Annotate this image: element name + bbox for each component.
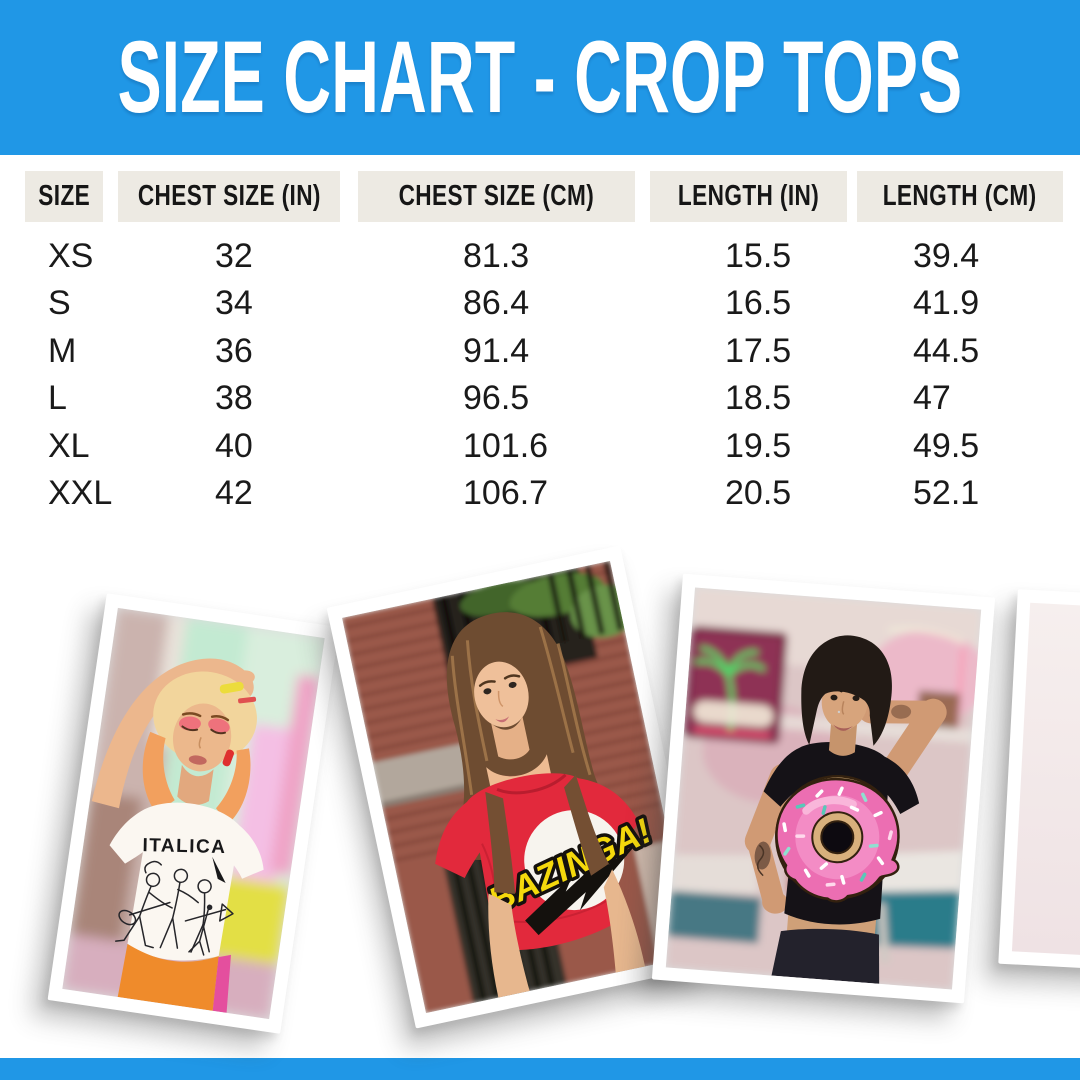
column-header-chest-cm: CHEST SIZE (CM)	[358, 171, 635, 222]
size-value: XS	[48, 237, 94, 275]
footer-accent-bar	[0, 1058, 1080, 1080]
model-photo-donut	[665, 587, 982, 990]
chest-cm-value: 101.6	[463, 426, 549, 465]
chest-cm-value: 91.4	[463, 331, 530, 370]
length-in-value: 17.5	[725, 331, 792, 370]
chest-in-value: 36	[215, 331, 253, 370]
donut-graphic	[775, 774, 900, 903]
length-in-value: 20.5	[725, 473, 792, 512]
chest-in-value: 32	[215, 237, 253, 275]
model-photo-italica: ITALICA	[62, 607, 325, 1020]
table-row-xxl: XXL 42 106.7 20.5 52.1	[0, 470, 1080, 517]
length-in-value: 19.5	[725, 426, 792, 465]
length-cm-value: 44.5	[913, 331, 980, 370]
red-earring	[222, 749, 234, 767]
length-in-value: 15.5	[725, 237, 792, 275]
length-in-value: 18.5	[725, 379, 792, 418]
photo-donut-crop-top	[651, 573, 996, 1004]
neon-palm-sign	[695, 646, 765, 731]
photo-italica-crop-top: ITALICA	[47, 593, 340, 1034]
chest-cm-value: 86.4	[463, 284, 530, 323]
chest-in-value: 42	[215, 473, 253, 512]
column-header-size: SIZE	[25, 171, 103, 222]
band-line-art	[115, 860, 234, 956]
chest-cm-value: 96.5	[463, 379, 530, 418]
table-row-m: M 36 91.4 17.5 44.5	[0, 328, 1080, 375]
column-header-chest-in: CHEST SIZE (IN)	[118, 171, 340, 222]
white-crop-top	[109, 802, 264, 961]
hand-on-hip	[762, 891, 789, 914]
yellow-hair-clip	[219, 681, 244, 694]
face	[474, 661, 529, 728]
length-cm-value: 39.4	[913, 237, 980, 275]
red-hair-clip	[238, 696, 257, 704]
table-row-xl: XL 40 101.6 19.5 49.5	[0, 423, 1080, 470]
length-in-value: 16.5	[725, 284, 792, 323]
length-cm-value: 47	[913, 379, 951, 418]
chest-in-value: 38	[215, 379, 253, 418]
size-value: M	[48, 331, 77, 370]
dark-bob-hair	[801, 635, 892, 746]
chest-in-value: 34	[215, 284, 253, 323]
title-banner: SIZE CHART - CROP TOPS	[0, 0, 1080, 155]
length-cm-value: 52.1	[913, 473, 980, 512]
column-header-length-in: LENGTH (IN)	[650, 171, 847, 222]
size-value: XL	[48, 426, 90, 465]
photo-bazinga-crop-top: BAZINGA!	[326, 545, 710, 1029]
shirt-text-italica: ITALICA	[142, 835, 226, 858]
table-row-s: S 34 86.4 16.5 41.9	[0, 280, 1080, 327]
length-cm-value: 49.5	[913, 426, 980, 465]
model-figure: ITALICA	[91, 658, 264, 1013]
table-row-xs: XS 32 81.3 15.5 39.4	[0, 233, 1080, 280]
page-title: SIZE CHART - CROP TOPS	[117, 20, 963, 134]
table-row-l: L 38 96.5 18.5 47	[0, 375, 1080, 422]
chest-cm-value: 81.3	[463, 237, 530, 275]
size-value: S	[48, 284, 71, 323]
dark-shorts	[771, 928, 880, 984]
size-table: XS 32 81.3 15.5 39.4 S 34 86.4 16.5 41.9…	[0, 233, 1080, 517]
size-value: L	[48, 379, 67, 418]
orange-skirt	[117, 943, 219, 1011]
sprinkles	[782, 786, 893, 887]
lightning-bolt	[525, 839, 641, 936]
photo-sliver	[998, 589, 1080, 970]
size-value: XXL	[48, 473, 113, 512]
length-cm-value: 41.9	[913, 284, 980, 323]
column-header-length-cm: LENGTH (CM)	[857, 171, 1063, 222]
chest-in-value: 40	[215, 426, 253, 465]
model-photo-bazinga: BAZINGA!	[341, 560, 695, 1014]
model-figure	[744, 635, 947, 984]
chest-cm-value: 106.7	[463, 473, 549, 512]
